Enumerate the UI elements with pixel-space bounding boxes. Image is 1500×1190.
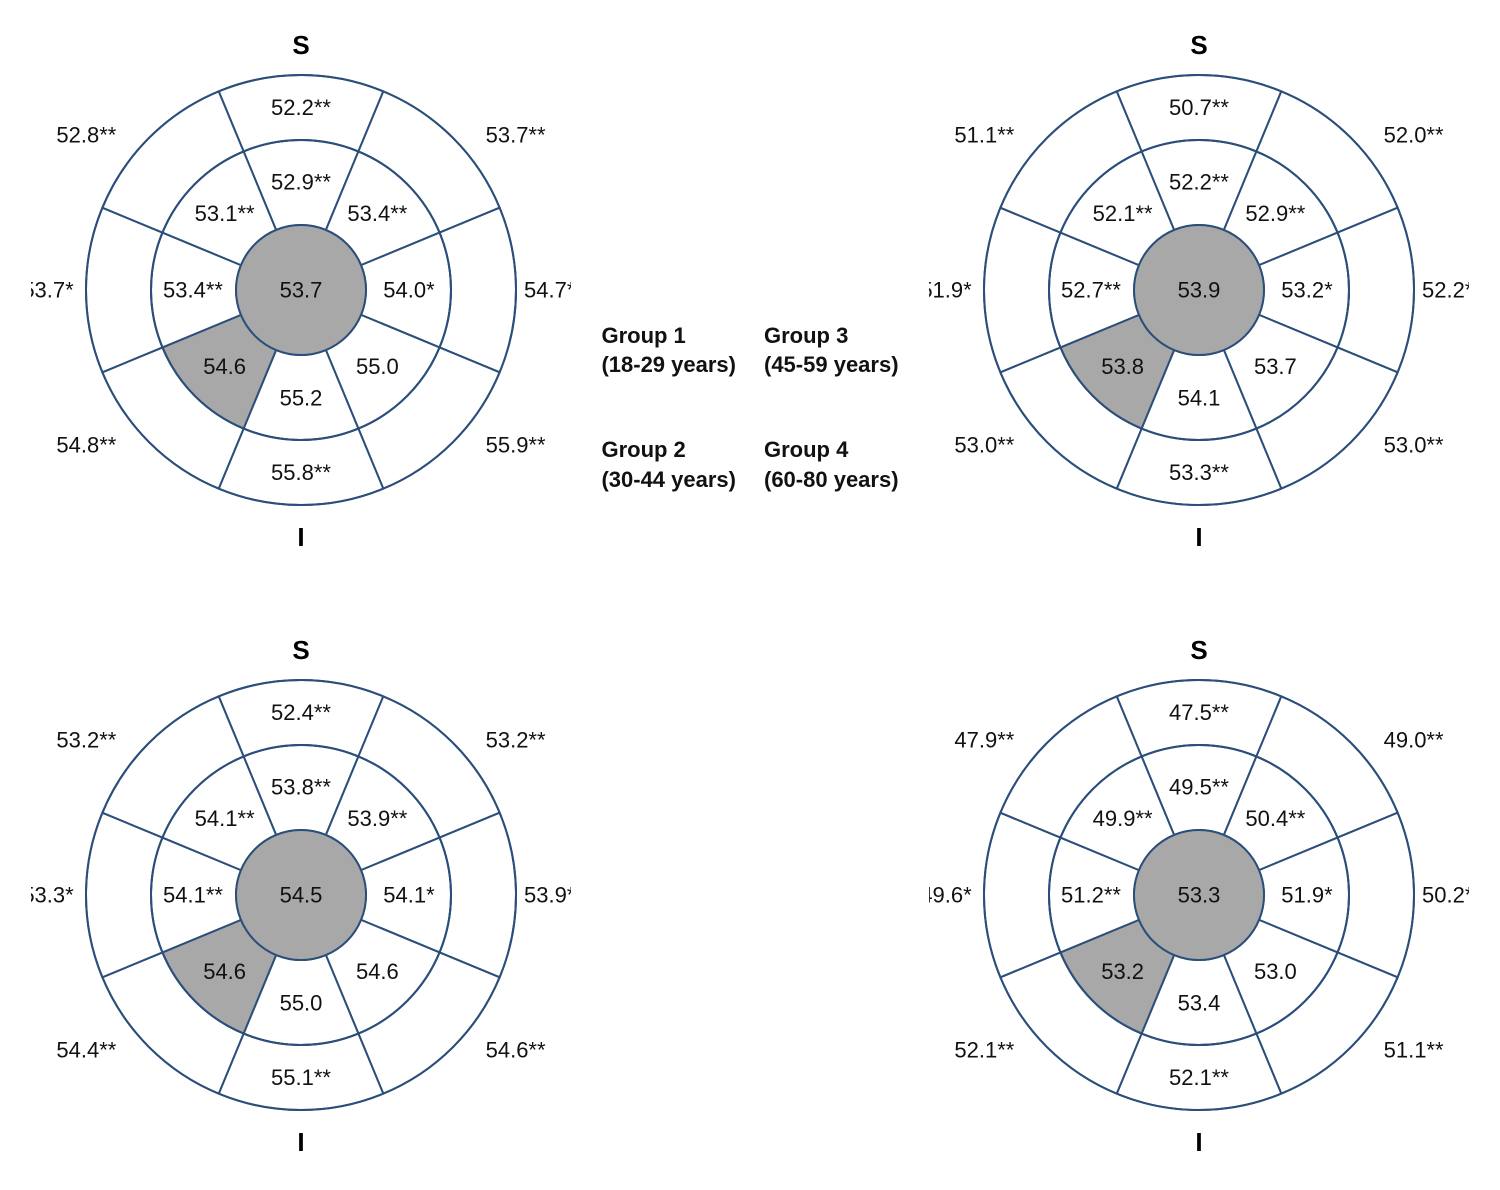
chart-group-1: 53.7 52.9** 53.4** 54.0* 55.0 55.2 54.6 53.4** 5…: [31, 20, 571, 565]
inner-value-SN: 50.4**: [1246, 806, 1306, 831]
center-value: 53.3: [1178, 883, 1221, 908]
chart-group-2: 54.5 53.8** 53.9** 54.1* 54.6 55.0 54.6 54.1** 5…: [31, 625, 571, 1170]
outer-value-N: 54.7**: [524, 278, 571, 303]
inner-value-I: 54.1: [1178, 386, 1221, 411]
inner-value-N: 54.1*: [383, 883, 435, 908]
inner-value-I: 53.4: [1178, 991, 1221, 1016]
axis-label-S: S: [1191, 635, 1208, 665]
outer-value-ST: 51.1**: [955, 123, 1015, 148]
chart-group-3: 53.9 52.2** 52.9** 53.2* 53.7 54.1 53.8 52.7** 5…: [929, 20, 1469, 565]
outer-value-IT: 53.0**: [955, 432, 1015, 457]
inner-value-ST: 53.1**: [194, 201, 254, 226]
inner-value-ST: 54.1**: [194, 806, 254, 831]
inner-value-SN: 53.4**: [347, 201, 407, 226]
inner-value-IT: 53.2: [1101, 959, 1144, 984]
outer-value-S: 52.2**: [271, 95, 331, 120]
group3-title: Group 3: [764, 321, 899, 351]
inner-value-IN: 55.0: [356, 354, 399, 379]
outer-value-IT: 54.4**: [56, 1037, 116, 1062]
outer-value-T: 53.3*: [31, 883, 74, 908]
outer-value-SN: 49.0**: [1384, 728, 1444, 753]
outer-value-N: 50.2**: [1422, 883, 1469, 908]
outer-value-SN: 53.2**: [485, 728, 545, 753]
inner-value-T: 53.4**: [163, 278, 223, 303]
inner-value-IT: 53.8: [1101, 354, 1144, 379]
outer-value-IT: 52.1**: [955, 1037, 1015, 1062]
group1-title: Group 1: [601, 321, 736, 351]
inner-value-I: 55.0: [279, 991, 322, 1016]
polar-chart-g2: 54.5 53.8** 53.9** 54.1* 54.6 55.0 54.6 54.1** 5…: [31, 625, 571, 1165]
axis-label-I: I: [1196, 1127, 1203, 1157]
polar-chart-g1: 53.7 52.9** 53.4** 54.0* 55.0 55.2 54.6 53.4** 5…: [31, 20, 571, 560]
outer-value-SN: 53.7**: [485, 123, 545, 148]
inner-value-S: 52.9**: [271, 170, 331, 195]
outer-value-S: 52.4**: [271, 700, 331, 725]
outer-value-T: 49.6*: [929, 883, 972, 908]
group2-title: Group 2: [601, 435, 736, 465]
outer-value-SN: 52.0**: [1384, 123, 1444, 148]
inner-value-IN: 54.6: [356, 959, 399, 984]
outer-value-N: 52.2**: [1422, 278, 1469, 303]
outer-value-S: 50.7**: [1169, 95, 1229, 120]
outer-value-S: 47.5**: [1169, 700, 1229, 725]
inner-value-N: 54.0*: [383, 278, 435, 303]
axis-label-S: S: [292, 30, 309, 60]
inner-value-I: 55.2: [279, 386, 322, 411]
outer-value-I: 55.8**: [271, 460, 331, 485]
axis-label-S: S: [292, 635, 309, 665]
outer-value-N: 53.9**: [524, 883, 571, 908]
outer-value-IN: 51.1**: [1384, 1037, 1444, 1062]
outer-value-I: 52.1**: [1169, 1065, 1229, 1090]
polar-chart-g4: 53.3 49.5** 50.4** 51.9* 53.0 53.4 53.2 51.2** 4…: [929, 625, 1469, 1165]
axis-label-I: I: [1196, 522, 1203, 552]
inner-value-IT: 54.6: [203, 354, 246, 379]
outer-value-IT: 54.8**: [56, 432, 116, 457]
group3-subtitle: (45-59 years): [764, 350, 899, 380]
inner-value-S: 49.5**: [1169, 775, 1229, 800]
center-value: 53.9: [1178, 278, 1221, 303]
inner-value-N: 53.2*: [1282, 278, 1334, 303]
group1-subtitle: (18-29 years): [601, 350, 736, 380]
center-value: 53.7: [279, 278, 322, 303]
inner-value-S: 52.2**: [1169, 170, 1229, 195]
outer-value-ST: 52.8**: [56, 123, 116, 148]
inner-value-T: 54.1**: [163, 883, 223, 908]
inner-value-ST: 52.1**: [1093, 201, 1153, 226]
inner-value-IT: 54.6: [203, 959, 246, 984]
outer-value-I: 53.3**: [1169, 460, 1229, 485]
group4-title: Group 4: [764, 435, 899, 465]
outer-value-IN: 54.6**: [485, 1037, 545, 1062]
inner-value-T: 52.7**: [1061, 278, 1121, 303]
outer-value-IN: 55.9**: [485, 432, 545, 457]
inner-value-S: 53.8**: [271, 775, 331, 800]
outer-value-IN: 53.0**: [1384, 432, 1444, 457]
inner-value-SN: 53.9**: [347, 806, 407, 831]
axis-label-I: I: [297, 1127, 304, 1157]
inner-value-IN: 53.7: [1254, 354, 1297, 379]
chart-group-4: 53.3 49.5** 50.4** 51.9* 53.0 53.4 53.2 51.2** 4…: [929, 625, 1469, 1170]
inner-value-IN: 53.0: [1254, 959, 1297, 984]
outer-value-ST: 53.2**: [56, 728, 116, 753]
outer-value-T: 53.7*: [31, 278, 74, 303]
center-value: 54.5: [279, 883, 322, 908]
outer-value-ST: 47.9**: [955, 728, 1015, 753]
inner-value-N: 51.9*: [1282, 883, 1334, 908]
group-labels: Group 1 (18-29 years) Group 3 (45-59 yea…: [601, 91, 898, 495]
axis-label-I: I: [297, 522, 304, 552]
polar-chart-g3: 53.9 52.2** 52.9** 53.2* 53.7 54.1 53.8 52.7** 5…: [929, 20, 1469, 560]
inner-value-ST: 49.9**: [1093, 806, 1153, 831]
inner-value-T: 51.2**: [1061, 883, 1121, 908]
axis-label-S: S: [1191, 30, 1208, 60]
inner-value-SN: 52.9**: [1246, 201, 1306, 226]
group2-subtitle: (30-44 years): [601, 465, 736, 495]
outer-value-T: 51.9*: [929, 278, 972, 303]
outer-value-I: 55.1**: [271, 1065, 331, 1090]
group4-subtitle: (60-80 years): [764, 465, 899, 495]
